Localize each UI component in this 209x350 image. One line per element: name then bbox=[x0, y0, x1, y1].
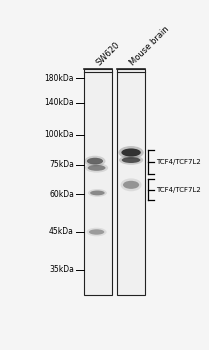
Ellipse shape bbox=[90, 190, 105, 195]
Ellipse shape bbox=[87, 158, 103, 164]
Ellipse shape bbox=[85, 163, 108, 173]
Text: 180kDa: 180kDa bbox=[44, 74, 74, 83]
Ellipse shape bbox=[88, 189, 107, 197]
Text: 35kDa: 35kDa bbox=[49, 265, 74, 274]
Ellipse shape bbox=[119, 146, 144, 159]
Ellipse shape bbox=[122, 157, 140, 163]
Ellipse shape bbox=[123, 181, 139, 189]
Bar bbox=[117, 69, 145, 295]
Text: 140kDa: 140kDa bbox=[44, 98, 74, 107]
Text: 100kDa: 100kDa bbox=[44, 131, 74, 140]
Ellipse shape bbox=[121, 178, 142, 191]
Text: SW620: SW620 bbox=[94, 41, 122, 68]
Text: Mouse brain: Mouse brain bbox=[128, 25, 171, 68]
Ellipse shape bbox=[87, 228, 107, 236]
Ellipse shape bbox=[84, 156, 106, 167]
Ellipse shape bbox=[88, 165, 106, 171]
Text: 75kDa: 75kDa bbox=[49, 160, 74, 169]
Text: TCF4/TCF7L2: TCF4/TCF7L2 bbox=[157, 187, 201, 193]
Bar bbox=[84, 69, 112, 295]
Text: TCF4/TCF7L2: TCF4/TCF7L2 bbox=[157, 159, 201, 165]
Ellipse shape bbox=[89, 229, 104, 235]
Ellipse shape bbox=[119, 155, 143, 165]
Text: 60kDa: 60kDa bbox=[49, 190, 74, 199]
Text: 45kDa: 45kDa bbox=[49, 228, 74, 237]
Ellipse shape bbox=[121, 148, 141, 156]
